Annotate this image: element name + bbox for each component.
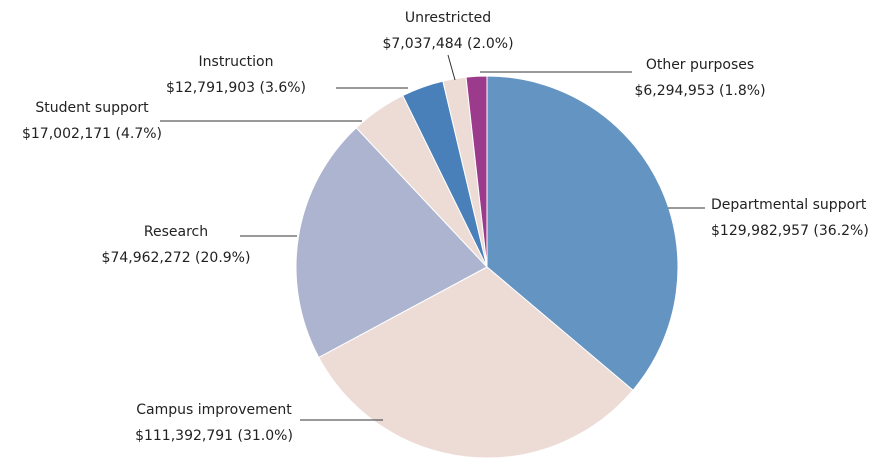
slice-label: Unrestricted	[405, 10, 491, 26]
slice-label: Campus improvement	[136, 402, 292, 418]
leader-line	[447, 54, 456, 81]
value-label: $6,294,953 (1.8%)	[634, 83, 765, 99]
slice-label: Departmental support	[711, 197, 867, 213]
pie-slice	[465, 75, 488, 268]
value-label: $12,791,903 (3.6%)	[166, 80, 306, 96]
value-label: $7,037,484 (2.0%)	[382, 36, 513, 52]
slice-label: Other purposes	[646, 57, 754, 73]
value-label: $111,392,791 (31.0%)	[135, 428, 293, 444]
slice-label: Research	[144, 224, 208, 240]
pie-slice	[486, 75, 679, 391]
value-label: $74,962,272 (20.9%)	[102, 250, 251, 266]
pie-slice	[318, 266, 634, 459]
value-label: $129,982,957 (36.2%)	[711, 223, 869, 239]
slice-label: Instruction	[199, 54, 274, 70]
value-label: $17,002,171 (4.7%)	[22, 126, 162, 142]
slice-label: Student support	[35, 100, 149, 116]
pie-slice	[295, 127, 488, 359]
